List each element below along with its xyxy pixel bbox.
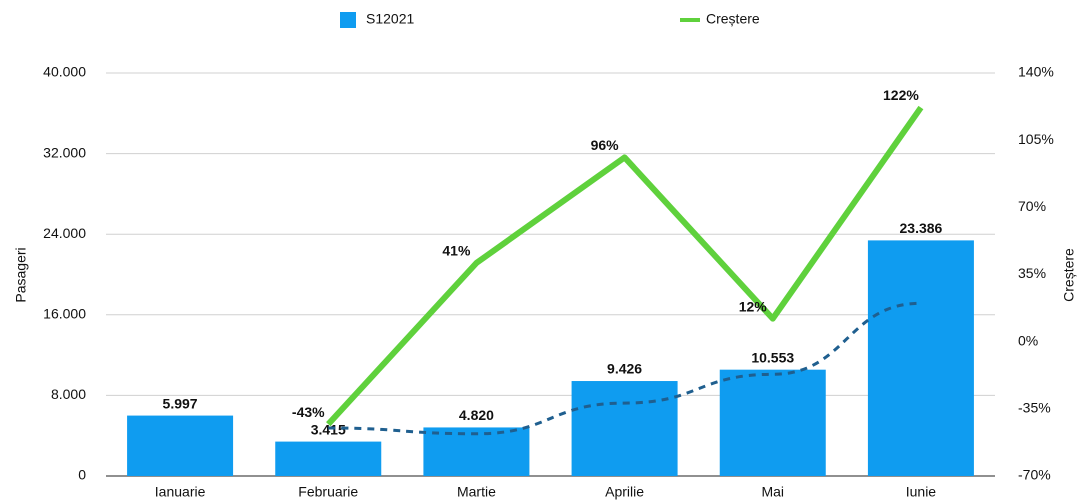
bar: [275, 441, 382, 476]
trendline: [328, 301, 921, 436]
line-value-label: 12%: [739, 298, 768, 314]
bar-value-label: 10.553: [751, 349, 794, 365]
y-tick-label: 0: [78, 467, 86, 483]
y-axis-title: Pasageri: [13, 247, 29, 302]
line-value-label: -43%: [292, 404, 325, 420]
bar-value-label: 4.820: [459, 407, 494, 423]
y2-tick-label: 140%: [1018, 64, 1054, 80]
y2-tick-label: 70%: [1018, 198, 1046, 214]
x-tick-label: Iunie: [906, 484, 937, 500]
y2-tick-label: -35%: [1018, 400, 1051, 416]
y-tick-label: 24.000: [43, 225, 86, 241]
bar-value-label: 9.426: [607, 361, 642, 377]
bar: [719, 369, 826, 476]
x-tick-label: Februarie: [298, 484, 358, 500]
bar-value-label: 23.386: [900, 220, 943, 236]
y2-tick-label: 35%: [1018, 265, 1046, 281]
bar: [423, 427, 530, 476]
legend-label: S12021: [366, 11, 414, 27]
line: [326, 105, 924, 427]
line-value-label: 122%: [883, 87, 919, 103]
y2-axis-title: Creștere: [1061, 248, 1077, 302]
bar: [127, 415, 234, 476]
y2-tick-label: -70%: [1018, 467, 1051, 483]
y-tick-label: 8.000: [51, 386, 86, 402]
line-value-label: 96%: [591, 137, 620, 153]
bar: [571, 381, 678, 476]
bar: [867, 240, 974, 476]
x-tick-label: Martie: [457, 484, 496, 500]
x-tick-label: Ianuarie: [155, 484, 206, 500]
y2-tick-label: 105%: [1018, 131, 1054, 147]
bar-value-label: 5.997: [163, 395, 198, 411]
line-value-label: 41%: [442, 243, 471, 259]
legend-label: Creștere: [706, 11, 760, 27]
y2-tick-label: 0%: [1018, 332, 1038, 348]
x-tick-label: Mai: [761, 484, 784, 500]
y-tick-label: 32.000: [43, 144, 86, 160]
y-tick-label: 16.000: [43, 306, 86, 322]
y-tick-label: 40.000: [43, 64, 86, 80]
legend-swatch: [340, 12, 356, 28]
x-tick-label: Aprilie: [605, 484, 644, 500]
